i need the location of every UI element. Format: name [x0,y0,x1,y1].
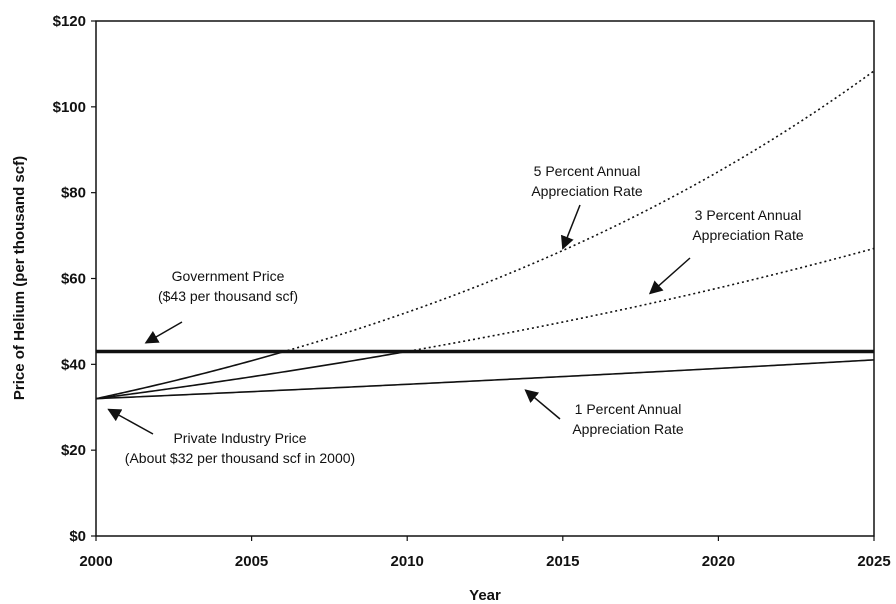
x-tick-label: 2000 [79,553,112,570]
1-percent-annual-appreciation-rate-solid-line [95,359,875,400]
y-axis-title: Price of Helium (per thousand scf) [11,156,28,400]
x-tick-label: 2020 [702,553,735,570]
plot-frame [95,20,875,537]
x-axis-title: Year [469,587,501,604]
x-tick-label: 2015 [546,553,579,570]
annotation-text: ($43 per thousand scf) [158,288,298,304]
y-tick-label: $20 [61,442,86,459]
y-axis-ticks: $0 $20 $40 $60 $80 $100 $120 [53,13,96,545]
annotation-text: 5 Percent Annual [534,163,641,179]
annotation-arrow [144,321,183,344]
annotation-arrow [524,389,561,420]
x-axis-ticks: 2000 2005 2010 2015 2020 2025 [79,536,891,570]
y-tick-label: $0 [69,528,86,545]
annotation-text: 1 Percent Annual [575,401,682,417]
annotation-text: 3 Percent Annual [695,207,802,223]
annotation-text: (About $32 per thousand scf in 2000) [125,450,355,466]
3-percent-annual-appreciation-rate-projection-dotted-line [403,247,875,353]
x-tick-label: 2010 [391,553,424,570]
annotation-text: Appreciation Rate [692,227,804,243]
annotation-arrow [107,408,154,435]
annotation-arrow [560,204,581,250]
y-tick-label: $60 [61,271,86,288]
annotation-arrow [648,257,691,295]
5-percent-annual-appreciation-rate-solid-line [95,351,283,400]
annotation: 3 Percent Annual Appreciation Rate [648,207,804,295]
annotation-text: Appreciation Rate [531,183,643,199]
y-tick-label: $120 [53,13,86,30]
y-tick-label: $80 [61,185,86,202]
annotation-text: Government Price [172,268,285,284]
annotation: Government Price ($43 per thousand scf) [144,268,298,344]
y-tick-label: $40 [61,356,86,373]
series-layer [95,70,875,400]
x-tick-label: 2025 [857,553,890,570]
annotation: 5 Percent Annual Appreciation Rate [531,163,643,250]
5-percent-annual-appreciation-rate-projection-dotted-line [282,70,875,353]
3-percent-annual-appreciation-rate-solid-line [95,351,405,400]
y-tick-label: $100 [53,99,86,116]
annotation: Private Industry Price (About $32 per tho… [107,408,355,466]
annotation-text: Private Industry Price [173,430,306,446]
annotation-text: Appreciation Rate [572,421,684,437]
annotation: 1 Percent Annual Appreciation Rate [524,389,684,437]
x-tick-label: 2005 [235,553,268,570]
